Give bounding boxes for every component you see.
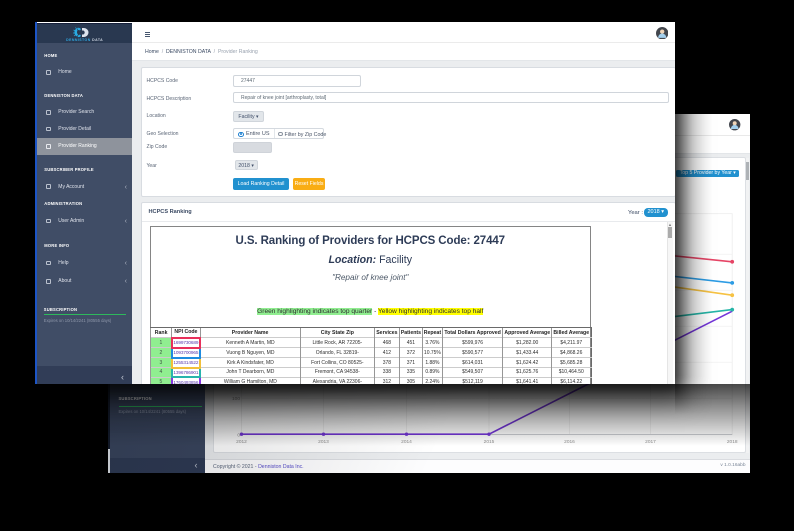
svg-text:0: 0 bbox=[237, 432, 240, 438]
svg-text:2014: 2014 bbox=[401, 439, 412, 445]
svg-text:2012: 2012 bbox=[236, 439, 247, 445]
svg-text:2017: 2017 bbox=[645, 439, 656, 445]
svg-text:2013: 2013 bbox=[318, 439, 329, 445]
svg-text:100: 100 bbox=[232, 396, 240, 402]
svg-text:2018: 2018 bbox=[726, 439, 737, 445]
svg-text:2015: 2015 bbox=[483, 439, 494, 445]
svg-text:2016: 2016 bbox=[564, 439, 575, 445]
